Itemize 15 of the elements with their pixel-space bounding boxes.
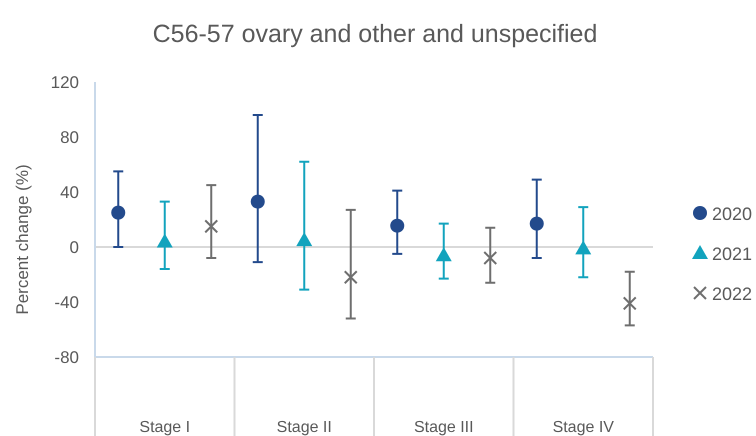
- chart-title: C56-57 ovary and other and unspecified: [152, 20, 598, 48]
- y-tick-label: -40: [54, 293, 79, 312]
- x-tick-label: Stage I: [139, 419, 190, 436]
- y-tick-label: 0: [70, 238, 79, 257]
- y-tick-label: -80: [54, 348, 79, 367]
- x-tick-label: Stage III: [414, 419, 474, 436]
- x-tick-label: Stage IV: [552, 419, 614, 436]
- legend-label: 2022: [712, 284, 752, 304]
- y-axis-title: Percent change (%): [13, 164, 32, 315]
- x-tick-label: Stage II: [276, 419, 332, 436]
- legend-label: 2020: [712, 204, 752, 224]
- legend-label: 2021: [712, 244, 752, 264]
- y-tick-label: 120: [50, 73, 79, 92]
- y-tick-label: 80: [60, 128, 79, 147]
- y-tick-label: 40: [60, 183, 79, 202]
